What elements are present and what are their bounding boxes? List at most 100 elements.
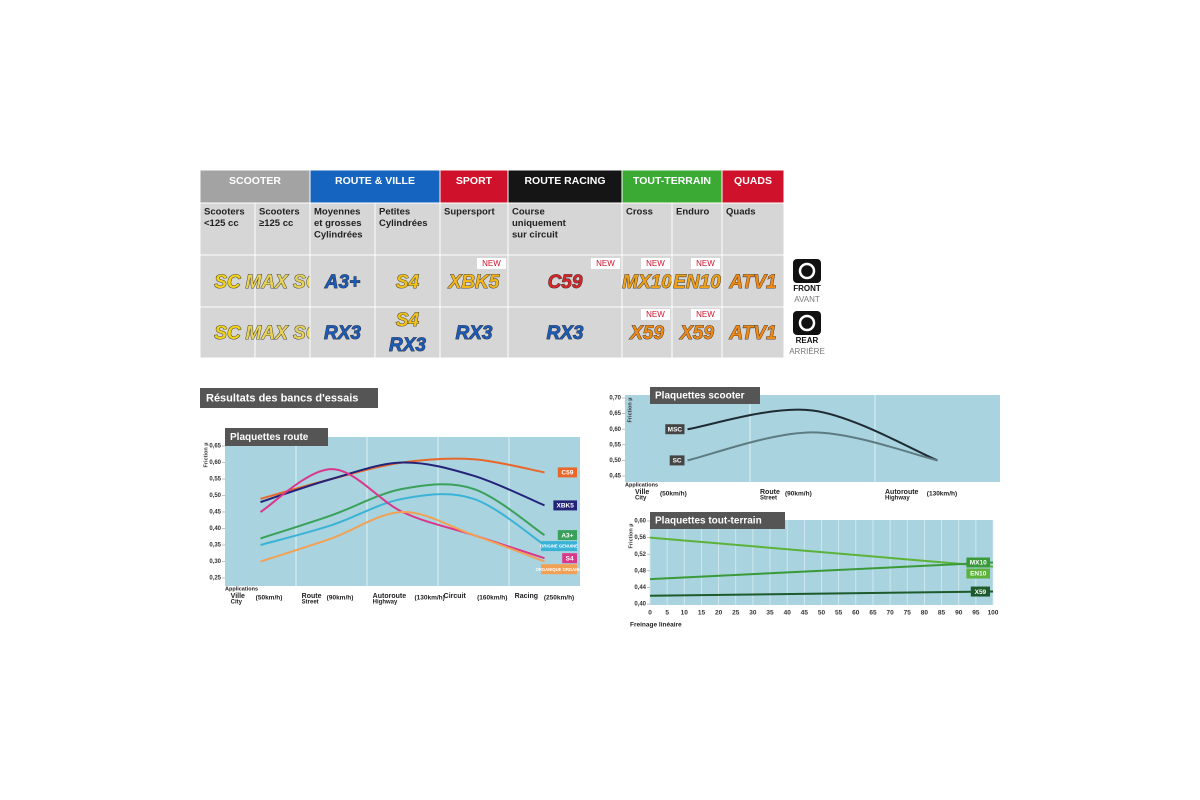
- x-tick-label: 65: [869, 610, 877, 617]
- new-label: NEW: [646, 259, 665, 268]
- product-logo: RX3: [456, 323, 493, 344]
- new-badge: [477, 258, 506, 269]
- x-tick-label: 10: [681, 610, 689, 617]
- legend-label: A3+: [561, 532, 573, 539]
- series-line: [687, 431, 938, 462]
- group-label: TOUT-TERRAIN: [633, 175, 711, 187]
- rear-cell: [374, 306, 441, 359]
- group-label: ROUTE & VILLE: [335, 175, 415, 187]
- product-logo: ATV1: [728, 323, 776, 344]
- x-tick-speed: (130km/h): [927, 491, 957, 498]
- rear-icon: REAR ARRIÈRE: [789, 311, 825, 356]
- x-tick-label: 55: [835, 610, 843, 617]
- x-tick-label: 45: [801, 610, 809, 617]
- product-logo: MAX SC: [246, 272, 320, 293]
- y-tick-label: 0,60: [634, 519, 646, 525]
- y-tick-label: 0,30: [209, 559, 221, 565]
- x-tick-label-en: Street: [302, 600, 319, 606]
- front-label-fr: AVANT: [794, 295, 820, 304]
- legend-label: MSC: [668, 426, 683, 433]
- x-tick-speed: (50km/h): [256, 595, 283, 602]
- product-logo: SC: [214, 272, 241, 293]
- x-tick-label-en: City: [231, 600, 243, 606]
- label-cell: [439, 202, 509, 256]
- label-cell: [199, 202, 256, 256]
- series-line: [260, 493, 546, 546]
- series-line: [649, 561, 994, 581]
- y-tick-label: 0,50: [609, 458, 621, 464]
- icon-disc: [798, 262, 816, 280]
- column-label: et grosses: [314, 218, 362, 229]
- chart-title: Plaquettes scooter: [655, 391, 745, 402]
- series-line: [687, 408, 938, 462]
- legend-label: X59: [975, 589, 987, 596]
- icon-box: [793, 259, 821, 283]
- rear-cell: [721, 306, 785, 359]
- legend-label: ORIGINE GENUINE: [540, 544, 578, 549]
- x-tick-label-en: Street: [760, 496, 777, 502]
- x-tick-label: 0: [648, 610, 652, 617]
- legend-box: [541, 564, 577, 575]
- chart-title-box: [225, 428, 328, 446]
- x-tick-label-en: City: [635, 496, 647, 502]
- front-icon: FRONT AVANT: [793, 259, 821, 304]
- product-logo: S4: [396, 310, 420, 331]
- x-axis-label: Applications: [225, 586, 258, 592]
- group-header: [309, 169, 441, 204]
- label-cell: [621, 202, 673, 256]
- y-tick-label: 0,65: [209, 444, 221, 450]
- x-tick-label: 5: [665, 610, 669, 617]
- front-cell: [374, 254, 441, 308]
- y-axis-label: Friction µ: [628, 524, 634, 549]
- group-label: SCOOTER: [229, 175, 281, 187]
- column-label: Petites: [379, 207, 410, 218]
- x-tick-label: 95: [972, 610, 980, 617]
- column-label: Enduro: [676, 207, 709, 218]
- x-tick-label: 85: [938, 610, 946, 617]
- product-logo: SC: [214, 323, 241, 344]
- new-label: NEW: [482, 259, 501, 268]
- x-tick-speed: (50km/h): [660, 491, 687, 498]
- product-logo: MAX SC: [246, 323, 320, 344]
- x-tick-label: 20: [715, 610, 723, 617]
- y-tick-label: 0,40: [209, 526, 221, 532]
- y-tick-label: 0,45: [209, 510, 221, 516]
- legend-label: EN10: [970, 571, 987, 578]
- product-logo: ATV1: [728, 272, 776, 293]
- column-label: Scooters: [259, 207, 300, 218]
- y-tick-label: 0,55: [609, 442, 621, 448]
- section-title-box: [200, 388, 378, 408]
- x-tick-label: 35: [766, 610, 774, 617]
- legend-label: XBK5: [557, 503, 575, 510]
- y-axis-label: Friction µ: [627, 398, 633, 423]
- product-logo: EN10: [673, 272, 721, 293]
- y-tick-label: 0,56: [634, 535, 646, 541]
- legend-box: [557, 467, 577, 478]
- x-tick-label: Route: [302, 593, 322, 600]
- legend-box: [970, 586, 990, 597]
- product-logo: C59: [548, 272, 583, 293]
- x-tick-label: Racing: [515, 593, 538, 600]
- column-label: sur circuit: [512, 230, 559, 241]
- group-header: [199, 169, 311, 204]
- y-axis-label: Friction µ: [203, 443, 209, 468]
- column-label: Supersport: [444, 207, 496, 218]
- product-logo: XBK5: [448, 272, 500, 293]
- x-tick-speed: (130km/h): [414, 595, 444, 602]
- x-tick-label: 90: [955, 610, 963, 617]
- x-tick-label: Autoroute: [373, 593, 407, 600]
- rear-cell: [507, 306, 623, 359]
- chart-title-box: [650, 387, 760, 404]
- legend-box: [966, 557, 990, 568]
- new-label: NEW: [696, 310, 715, 319]
- new-badge: [691, 258, 720, 269]
- chart-title: Plaquettes tout-terrain: [655, 516, 762, 527]
- y-tick-label: 0,52: [634, 552, 646, 558]
- y-tick-label: 0,35: [209, 543, 221, 549]
- x-tick-label: Route: [760, 489, 780, 496]
- y-tick-label: 0,48: [634, 568, 646, 574]
- y-tick-label: 0,40: [634, 602, 646, 608]
- legend-box: [665, 424, 685, 435]
- front-cell: [721, 254, 785, 308]
